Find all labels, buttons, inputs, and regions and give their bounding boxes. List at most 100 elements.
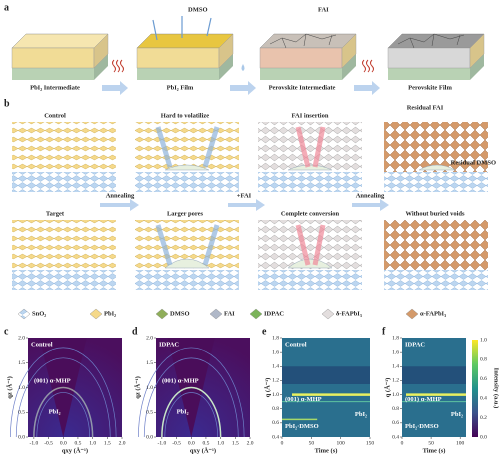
diffraction-ring [143,357,239,438]
colorbar-tick-label: 0.2 [480,415,487,421]
x-tick-label: 2.0 [247,440,254,446]
x-axis-label: Time (s) [423,447,446,454]
substrate-front [260,68,342,80]
panel-title: IDPAC [405,341,425,348]
peak-label: (001) α-MHP [162,378,199,385]
film-side [469,33,485,69]
colorbar-tick-label: 0.4 [480,395,487,401]
y-axis-label: q (Å⁻¹) [383,378,391,398]
annotation: DMSO [188,6,208,13]
y-axis-label: qz (Å⁻¹) [133,376,141,399]
y-tick-label: 0.4 [272,434,279,440]
film-lattice [384,220,488,270]
x-tick-label: 0.5 [203,440,210,446]
y-axis-label: qz (Å⁻¹) [5,376,13,399]
panel-title: Control [31,341,53,348]
background-band [282,366,370,384]
x-tick-label: 100 [337,440,346,446]
colorbar-tick-label: 0.8 [480,357,487,363]
y-tick-label: 1.0 [18,385,25,391]
legend-swatch [249,308,263,320]
colorbar-label: Intensity (a.u.) [493,368,500,409]
legend-swatch [405,308,419,320]
x-tick-label: 0.5 [75,440,82,446]
film-lattice [384,122,488,172]
step-label: Perovskite Intermediate [269,84,336,91]
drop-icon [241,64,245,71]
escape-arrows [155,126,220,168]
y-tick-label: 0.0 [18,434,25,440]
x-tick-label: 150 [366,440,375,446]
insitu-image [282,338,370,437]
y-tick-label: 0.8 [392,406,399,412]
legend-label: PbI₂ [104,310,116,317]
y-tick-label: 1.0 [272,392,279,398]
substrate-front [137,68,219,80]
film-lattice [135,122,239,172]
y-tick-label: 1.2 [392,378,399,384]
y-tick-label: 2.0 [18,335,25,341]
film-top [136,33,234,49]
sno2-layer [12,172,116,192]
x-tick-label: -1.0 [158,440,167,446]
y-tick-label: 1.8 [392,335,399,341]
diffraction-ring [10,347,117,438]
film-front [11,47,95,69]
panel-title: IDPAC [159,341,179,348]
note: Without buried voids [405,210,465,217]
x-tick-label: 50 [428,440,434,446]
arrow-label: Annealing [356,192,385,199]
dmso-escape [152,16,212,41]
x-axis-label: qxy (Å⁻¹) [62,446,88,454]
x-tick-label: -0.5 [172,440,181,446]
legend-swatch [155,308,169,320]
y-tick-label: 0.6 [392,420,399,426]
film-front [259,47,343,69]
x-tick-label: 0 [281,440,284,446]
heat-icons [112,59,374,73]
x-tick-label: 1.0 [89,440,96,446]
x-tick-label: 0.0 [188,440,195,446]
x-tick-label: -1.0 [30,440,39,446]
legend-label: FAI [224,310,235,317]
film-side [341,33,357,69]
film-front [136,47,220,69]
grains [269,33,337,49]
peak-label: (001) α-MHP [34,378,71,385]
film-schematics [11,16,485,80]
legend: SnO₂ PbI₂ DMSO FAI IDPAC δ-FAPbI₃ α-FAPbI₃ [17,308,446,320]
panel-label: d [132,326,138,337]
insitu-image [402,338,466,437]
grains [397,33,465,49]
y-tick-label: 1.6 [392,349,399,355]
film-top [387,33,485,49]
process-arrows [100,199,389,211]
y-tick-label: 1.4 [392,364,399,370]
note: Larger pores [167,210,204,217]
legend-swatch [89,308,103,320]
film-lattice [12,220,116,270]
y-tick-label: 0.8 [272,406,279,412]
phase-label: PbI₂ [49,409,61,416]
sno2-layer [258,172,362,192]
row-label: Target [46,210,65,217]
y-axis-label: q (Å⁻¹) [263,378,271,398]
sno2-layer [384,172,488,192]
note: Complete conversion [281,210,340,217]
colorbar-tick-label: 1.0 [480,337,487,343]
note: Residual DMSO [451,159,496,166]
diffraction-ring [36,392,91,438]
film-side [218,33,234,69]
phase-label: PbI₂ [177,409,189,416]
phase-label: PbI₂ [451,411,463,418]
x-tick-label: -0.5 [44,440,53,446]
x-tick-label: 50 [309,440,315,446]
x-tick-label: 100 [456,440,465,446]
data-panels: c Control (001) α-MHP PbI₂ 0.0 0.5 1.0 1.5 2.0 -1… [4,326,500,454]
legend-label: δ-FAPbI₃ [336,310,362,317]
pore [287,164,333,171]
legend-label: IDPAC [264,310,284,317]
film-top [259,33,357,49]
y-tick-label: 0.6 [272,420,279,426]
intermediate-label: PbI₂·DMSO [285,423,319,430]
